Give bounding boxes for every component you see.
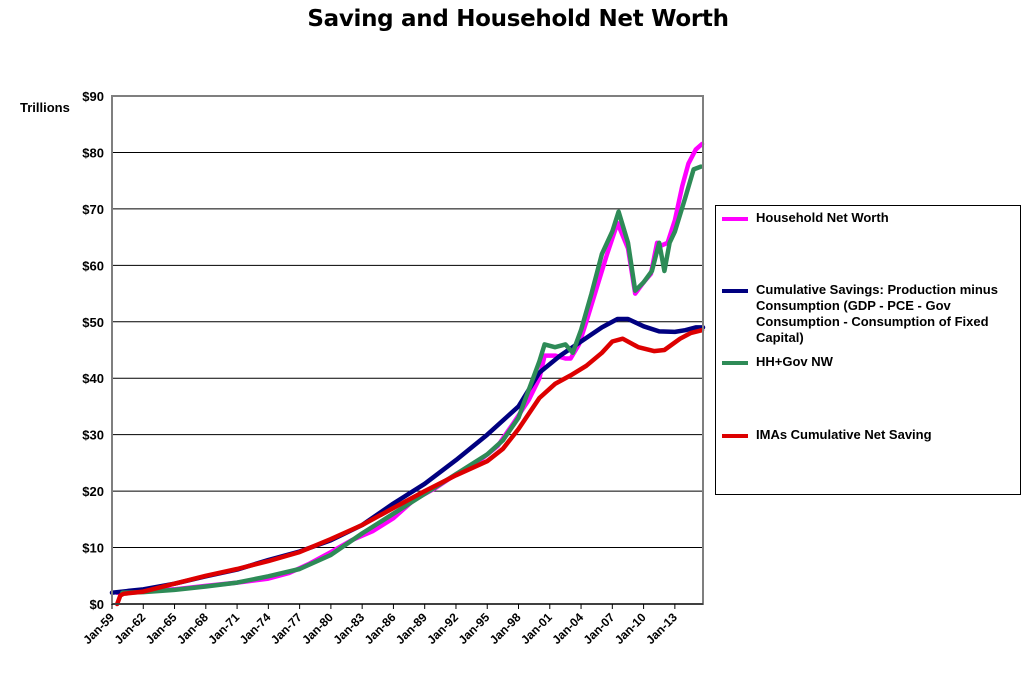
legend-swatch [722, 217, 748, 221]
y-tick-label: $60 [82, 258, 104, 273]
legend-label: Cumulative Savings: Production minus Con… [756, 282, 998, 345]
y-tick-label: $90 [82, 89, 104, 104]
y-tick-label: $50 [82, 315, 104, 330]
y-tick-label: $70 [82, 202, 104, 217]
x-tick-label: Jan-59 [80, 610, 117, 647]
x-tick-label: Jan-92 [424, 610, 461, 647]
legend-label: IMAs Cumulative Net Saving [756, 427, 932, 442]
x-tick-label: Jan-07 [581, 610, 618, 647]
x-tick-label: Jan-13 [643, 610, 680, 647]
x-tick-label: Jan-68 [174, 610, 211, 647]
plot-frame [111, 95, 704, 605]
x-tick-label: Jan-89 [393, 610, 430, 647]
x-tick-label: Jan-86 [362, 610, 399, 647]
y-tick-label: $10 [82, 541, 104, 556]
legend-item-hh-gov-nw: HH+Gov NW [722, 354, 1018, 370]
x-tick-label: Jan-01 [518, 610, 555, 647]
y-tick-label: $30 [82, 428, 104, 443]
x-tick-label: Jan-62 [112, 610, 149, 647]
x-tick-label: Jan-80 [299, 610, 336, 647]
legend-label: HH+Gov NW [756, 354, 833, 369]
series-line-3 [114, 327, 705, 607]
series-line-0 [114, 141, 705, 595]
chart-title: Saving and Household Net Worth [307, 6, 729, 32]
series-line-1 [109, 316, 706, 595]
legend-swatch [722, 434, 748, 438]
y-tick-label: $20 [82, 484, 104, 499]
x-tick-label: Jan-83 [330, 610, 367, 647]
x-tick-label: Jan-95 [456, 610, 493, 647]
y-axis-unit-label: Trillions [20, 100, 70, 115]
x-tick-label: Jan-10 [612, 610, 649, 647]
series-line-2 [120, 164, 704, 595]
legend-item-cumulative-savings: Cumulative Savings: Production minus Con… [722, 282, 1018, 346]
legend: Household Net Worth Cumulative Savings: … [715, 205, 1021, 495]
x-tick-label: Jan-65 [143, 610, 180, 647]
x-tick-label: Jan-98 [487, 610, 524, 647]
x-tick-label: Jan-77 [268, 610, 305, 647]
legend-label: Household Net Worth [756, 210, 889, 225]
legend-swatch [722, 361, 748, 365]
legend-item-imas-cumulative-net-saving: IMAs Cumulative Net Saving [722, 427, 1018, 443]
x-tick-label: Jan-74 [237, 610, 274, 647]
x-tick-label: Jan-04 [549, 610, 586, 647]
y-tick-label: $40 [82, 371, 104, 386]
legend-item-household-net-worth: Household Net Worth [722, 210, 1018, 226]
y-tick-label: $80 [82, 145, 104, 160]
y-tick-label: $0 [90, 597, 104, 612]
legend-swatch [722, 289, 748, 293]
x-tick-label: Jan-71 [205, 610, 242, 647]
